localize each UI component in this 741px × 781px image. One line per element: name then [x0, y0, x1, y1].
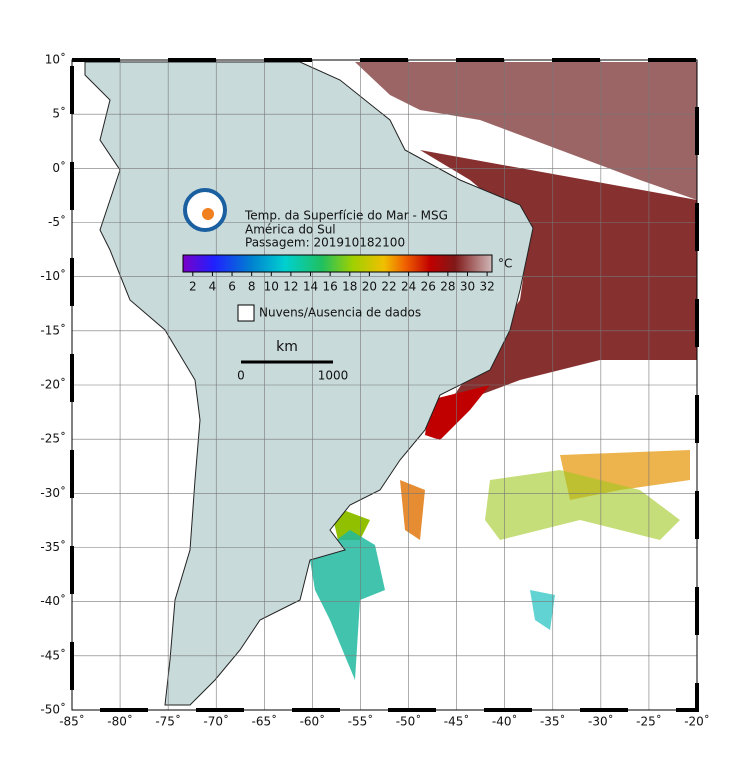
lon-tick-label: -30˚ — [588, 714, 614, 729]
colorbar-tick-label: 6 — [228, 280, 236, 294]
logo-dot — [202, 208, 214, 220]
lat-tick-label: -50˚ — [40, 702, 66, 717]
lon-tick-label: -60˚ — [300, 714, 326, 729]
colorbar-tick-label: 22 — [381, 280, 396, 294]
lon-tick-label: -35˚ — [540, 714, 566, 729]
legend-label: Nuvens/Ausencia de dados — [259, 306, 421, 320]
title-line: Passagem: 201910182100 — [245, 236, 405, 250]
sst-patch — [485, 470, 680, 540]
lon-tick-label: -40˚ — [492, 714, 518, 729]
colorbar-tick-label: 26 — [421, 280, 436, 294]
title-line: Temp. da Superfície do Mar - MSG — [244, 209, 448, 223]
colorbar-tick-label: 8 — [248, 280, 256, 294]
colorbar-tick-label: 2 — [189, 280, 197, 294]
colorbar — [182, 254, 493, 273]
legend-swatch — [237, 304, 255, 322]
scale-start: 0 — [237, 369, 245, 383]
lon-tick-label: -25˚ — [636, 714, 662, 729]
lat-tick-label: -35˚ — [40, 539, 66, 554]
lat-tick-label: -10˚ — [40, 268, 66, 283]
lon-tick-label: -85˚ — [59, 714, 85, 729]
lon-tick-label: -70˚ — [203, 714, 229, 729]
lon-tick-label: -75˚ — [155, 714, 181, 729]
colorbar-tick-label: 30 — [460, 280, 475, 294]
colorbar-tick-label: 20 — [362, 280, 377, 294]
colorbar-tick-label: 24 — [401, 280, 416, 294]
sst-patch — [400, 480, 425, 540]
scale-end: 1000 — [318, 369, 349, 383]
colorbar-tick-label: 4 — [209, 280, 217, 294]
colorbar-tick-label: 12 — [283, 280, 298, 294]
colorbar-tick-label: 18 — [342, 280, 357, 294]
lon-tick-label: -65˚ — [252, 714, 278, 729]
lat-tick-label: 0˚ — [52, 160, 66, 175]
sst-patch — [310, 530, 385, 680]
sst-patch — [530, 590, 555, 630]
colorbar-tick-label: 28 — [440, 280, 455, 294]
lon-tick-label: -55˚ — [348, 714, 374, 729]
lat-tick-label: -40˚ — [40, 593, 66, 608]
lat-tick-label: -45˚ — [40, 647, 66, 662]
logo — [183, 188, 227, 232]
lon-tick-label: -45˚ — [444, 714, 470, 729]
graticule — [71, 59, 698, 711]
lon-tick-label: -80˚ — [107, 714, 133, 729]
colorbar-tick-label: 16 — [323, 280, 338, 294]
title-line: América do Sul — [245, 223, 336, 237]
lat-tick-label: 10˚ — [45, 52, 66, 67]
colorbar-unit: °C — [498, 257, 512, 271]
lat-tick-label: -20˚ — [40, 377, 66, 392]
lat-tick-label: -30˚ — [40, 485, 66, 500]
sst-patch — [355, 62, 697, 200]
lat-tick-label: -15˚ — [40, 322, 66, 337]
lat-tick-label: -25˚ — [40, 431, 66, 446]
lon-tick-label: -50˚ — [396, 714, 422, 729]
scale-unit: km — [276, 339, 298, 355]
lat-tick-label: 5˚ — [52, 106, 66, 121]
colorbar-tick-label: 10 — [264, 280, 279, 294]
lat-tick-label: -5˚ — [48, 214, 66, 229]
colorbar-tick-label: 32 — [479, 280, 494, 294]
map-frame-outline — [71, 59, 698, 711]
lon-tick-label: -20˚ — [684, 714, 710, 729]
colorbar-tick-label: 14 — [303, 280, 318, 294]
sst-patch — [425, 385, 490, 440]
